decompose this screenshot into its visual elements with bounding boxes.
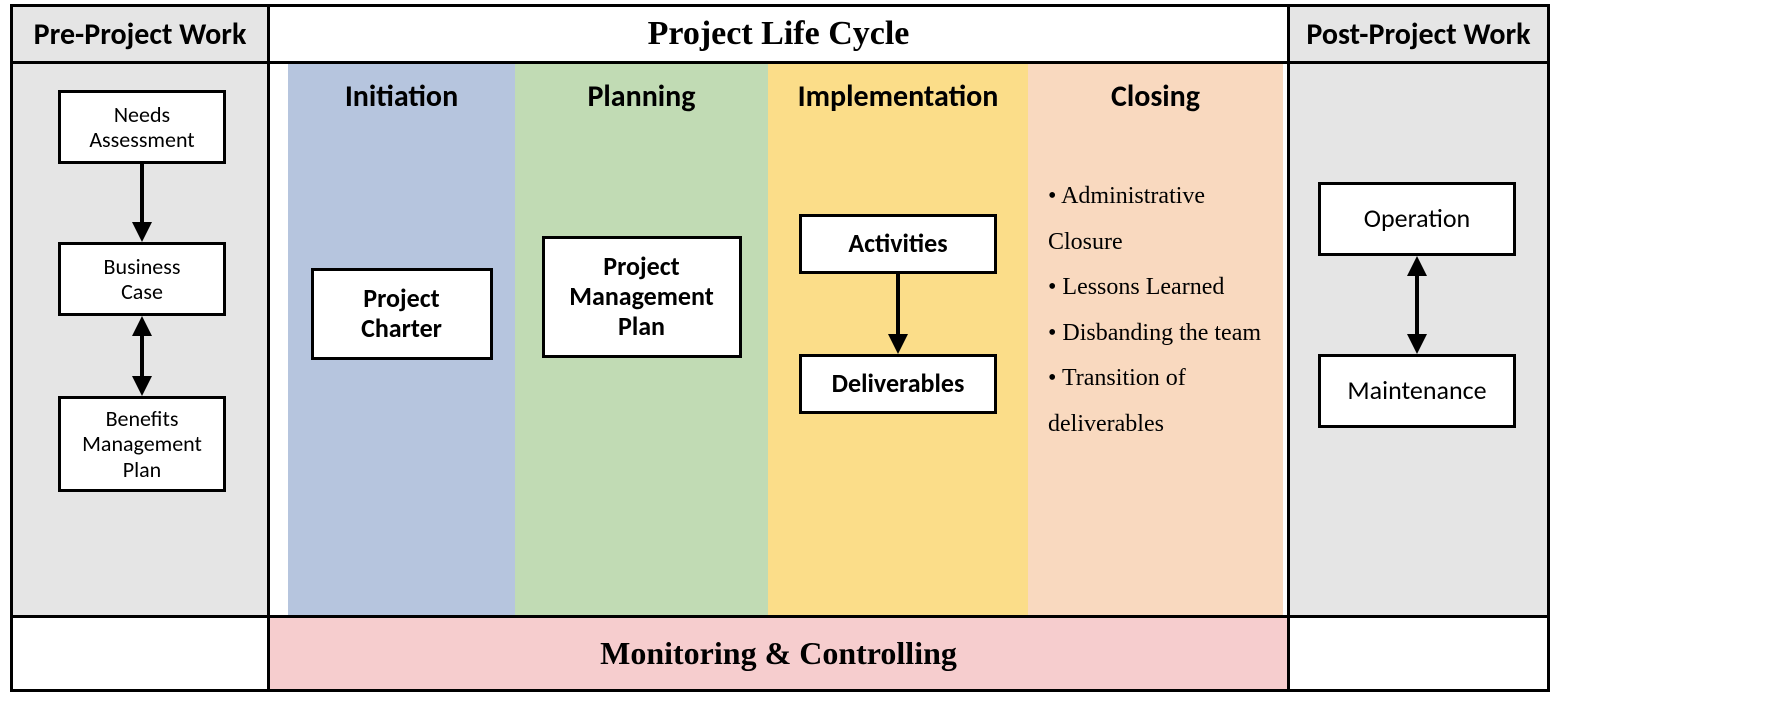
phase-label: Initiation	[345, 78, 458, 115]
box-operation: Operation	[1318, 182, 1516, 256]
project-lifecycle-diagram: Pre-Project Work Project Life Cycle Post…	[10, 4, 1550, 704]
box-label: Activities	[848, 229, 947, 259]
arrow-bidirectional-icon	[1403, 256, 1431, 354]
monitoring-controlling-bar: Monitoring & Controlling	[270, 618, 1290, 692]
bullet-item: Lessons Learned	[1048, 265, 1283, 311]
box-label: Deliverables	[832, 369, 965, 399]
header-pre-project: Pre-Project Work	[10, 4, 270, 64]
footer-blank-left	[10, 618, 270, 692]
box-deliverables: Deliverables	[799, 354, 997, 414]
box-business-case: BusinessCase	[58, 242, 226, 316]
body-row: NeedsAssessment BusinessCase BenefitsMan…	[10, 64, 1550, 618]
arrow-bidirectional-icon	[128, 316, 156, 396]
phase-label: Planning	[587, 78, 695, 115]
box-label: NeedsAssessment	[89, 102, 194, 153]
footer-blank-right	[1290, 618, 1550, 692]
pre-project-column: NeedsAssessment BusinessCase BenefitsMan…	[10, 64, 270, 618]
box-benefits-mgmt-plan: BenefitsManagementPlan	[58, 396, 226, 492]
box-label: ProjectCharter	[361, 284, 442, 344]
box-label: Maintenance	[1347, 376, 1486, 406]
box-label: BenefitsManagementPlan	[82, 406, 202, 482]
bullet-item: Disbanding the team	[1048, 311, 1283, 357]
plc-column: Initiation ProjectCharter Planning Proje…	[270, 64, 1290, 618]
box-label: Operation	[1364, 204, 1470, 234]
bullet-item: Administrative Closure	[1048, 174, 1283, 265]
phase-label: Closing	[1111, 78, 1200, 115]
arrow-down-icon	[128, 164, 156, 242]
bullet-item: Transition of deliverables	[1048, 356, 1283, 447]
phase-implementation: Implementation Activities Deliverables	[768, 64, 1028, 615]
arrow-down-icon	[884, 274, 912, 354]
box-project-charter: ProjectCharter	[311, 268, 493, 360]
phase-closing: Closing Administrative Closure Lessons L…	[1028, 64, 1283, 615]
box-label: BusinessCase	[104, 254, 181, 305]
phase-planning: Planning ProjectManagementPlan	[515, 64, 768, 615]
phase-initiation: Initiation ProjectCharter	[288, 64, 515, 615]
box-project-mgmt-plan: ProjectManagementPlan	[542, 236, 742, 358]
header-plc-title: Project Life Cycle	[270, 4, 1290, 64]
closing-bullets: Administrative Closure Lessons Learned D…	[1048, 174, 1283, 448]
post-project-column: Operation Maintenance	[1290, 64, 1550, 618]
box-maintenance: Maintenance	[1318, 354, 1516, 428]
box-activities: Activities	[799, 214, 997, 274]
phase-label: Implementation	[798, 78, 999, 115]
box-label: ProjectManagementPlan	[569, 252, 713, 342]
header-row: Pre-Project Work Project Life Cycle Post…	[10, 4, 1550, 64]
box-needs-assessment: NeedsAssessment	[58, 90, 226, 164]
header-post-project: Post-Project Work	[1290, 4, 1550, 64]
footer-row: Monitoring & Controlling	[10, 618, 1550, 692]
